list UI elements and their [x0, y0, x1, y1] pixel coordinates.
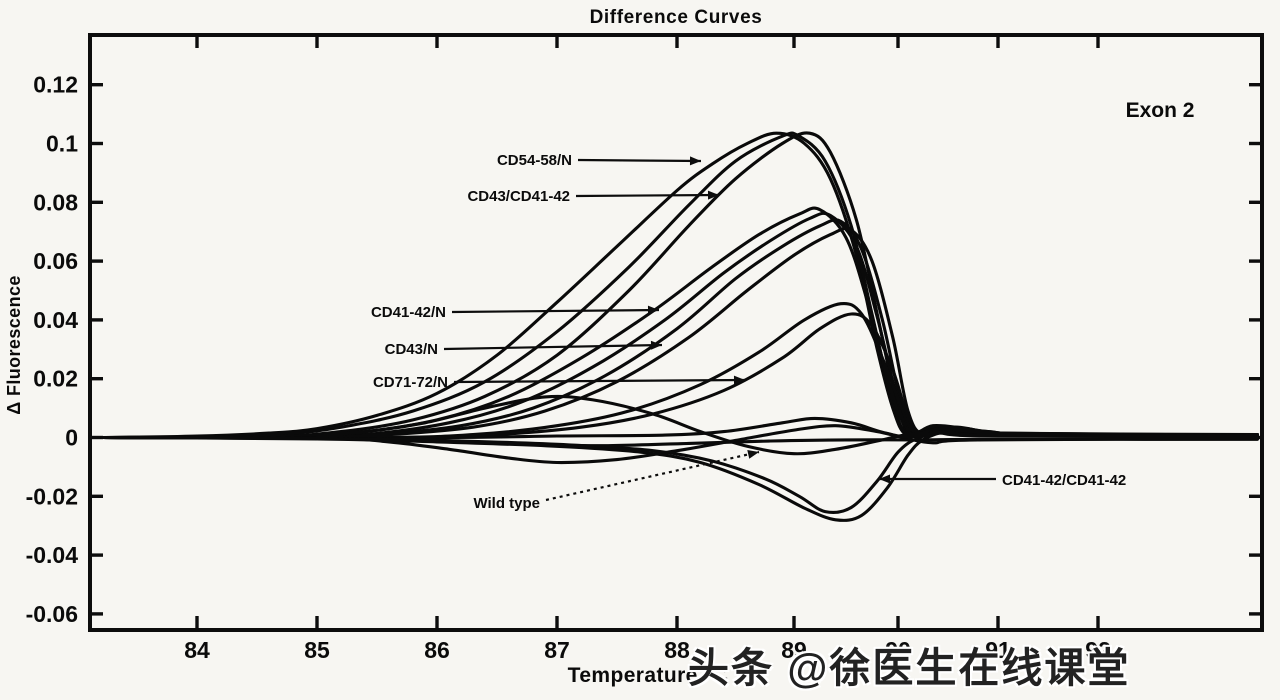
curves-layer	[100, 131, 1259, 522]
annotation-arrow-wild-type	[545, 450, 760, 502]
y-tick-label: 0.12	[33, 72, 78, 98]
annotation-label-cd54-58-n: CD54-58/N	[497, 152, 572, 169]
annotation-arrowhead-cd43-cd41-42	[707, 190, 719, 200]
annotations-layer: CD54-58/N CD43/CD41-42 CD41-42/N CD43/N CD71…	[371, 152, 1126, 512]
y-tick-label: 0.06	[33, 248, 78, 274]
annotation-arrow-cd54-58-n	[577, 158, 702, 163]
annotation-arrowhead-cd43-n	[650, 340, 662, 350]
annotation-arrowhead-cd41-42-n	[647, 305, 659, 315]
y-tick-label: 0.1	[46, 131, 78, 157]
annotation-arrowhead-cd54-58-n	[689, 156, 701, 166]
annotation-arrowhead-cd71-72-n	[733, 375, 745, 385]
annotation-label-cd41-42-cd41-42: CD41-42/CD41-42	[1002, 472, 1126, 489]
curve-cd54-58-n-r2	[100, 131, 1259, 440]
y-tick-label: -0.06	[26, 601, 78, 627]
annotation-arrow-cd43-cd41-42	[575, 193, 720, 198]
y-tick-label: -0.02	[26, 483, 78, 509]
annotation-arrow-cd71-72-n	[453, 378, 746, 384]
x-tick-label: 86	[424, 637, 450, 663]
y-tick-label: 0.02	[33, 366, 78, 392]
curve-cd71-72-n-r1	[100, 301, 1259, 440]
x-tick-label: 88	[664, 637, 690, 663]
curve-cd71-72-n-r2	[100, 312, 1259, 440]
annotation-label-cd43-n: CD43/N	[385, 341, 438, 358]
plot-frame	[88, 33, 1264, 632]
axes-layer: 84 85 86 87 88 89 90 91 92 0.12 0.1 0.08 0.06 0.04 0.0…	[26, 33, 1264, 663]
annotation-label-wild-type: Wild type	[473, 495, 540, 512]
x-axis-label: Temperature °C	[568, 664, 729, 687]
annotation-label-cd43-cd41-42: CD43/CD41-42	[467, 188, 570, 205]
annotation-arrowhead-wild-type	[747, 450, 759, 459]
annotation-arrowhead-cd41-42-cd41-42	[879, 474, 890, 484]
annotation-label-cd41-42-n: CD41-42/N	[371, 304, 446, 321]
y-axis-label: Δ Fluorescence	[4, 275, 24, 415]
y-tick-label: -0.04	[26, 542, 79, 568]
x-tick-label: 90	[885, 637, 911, 663]
curve-cd41-42-n-r1	[100, 206, 1259, 440]
chart-title: Difference Curves	[590, 7, 763, 28]
annotation-label-cd71-72-n: CD71-72/N	[373, 374, 448, 391]
x-tick-label: 91	[985, 637, 1011, 663]
y-tick-label: 0.04	[33, 307, 78, 333]
y-tick-label: 0	[65, 425, 78, 451]
watermark: 头条 @徐医生在线课堂	[688, 645, 1131, 691]
x-tick-label: 89	[781, 637, 807, 663]
annotation-arrow-cd43-n	[443, 343, 663, 351]
x-tick-label: 84	[184, 637, 210, 663]
y-tick-label: 0.08	[33, 189, 78, 215]
x-tick-label: 92	[1085, 637, 1111, 663]
exon-label: Exon 2	[1126, 99, 1195, 122]
annotation-arrow-cd41-42-n	[451, 308, 660, 314]
curve-cd41-42-cd41-42-r2	[100, 430, 1259, 514]
x-tick-label: 87	[544, 637, 570, 663]
x-tick-label: 85	[304, 637, 330, 663]
